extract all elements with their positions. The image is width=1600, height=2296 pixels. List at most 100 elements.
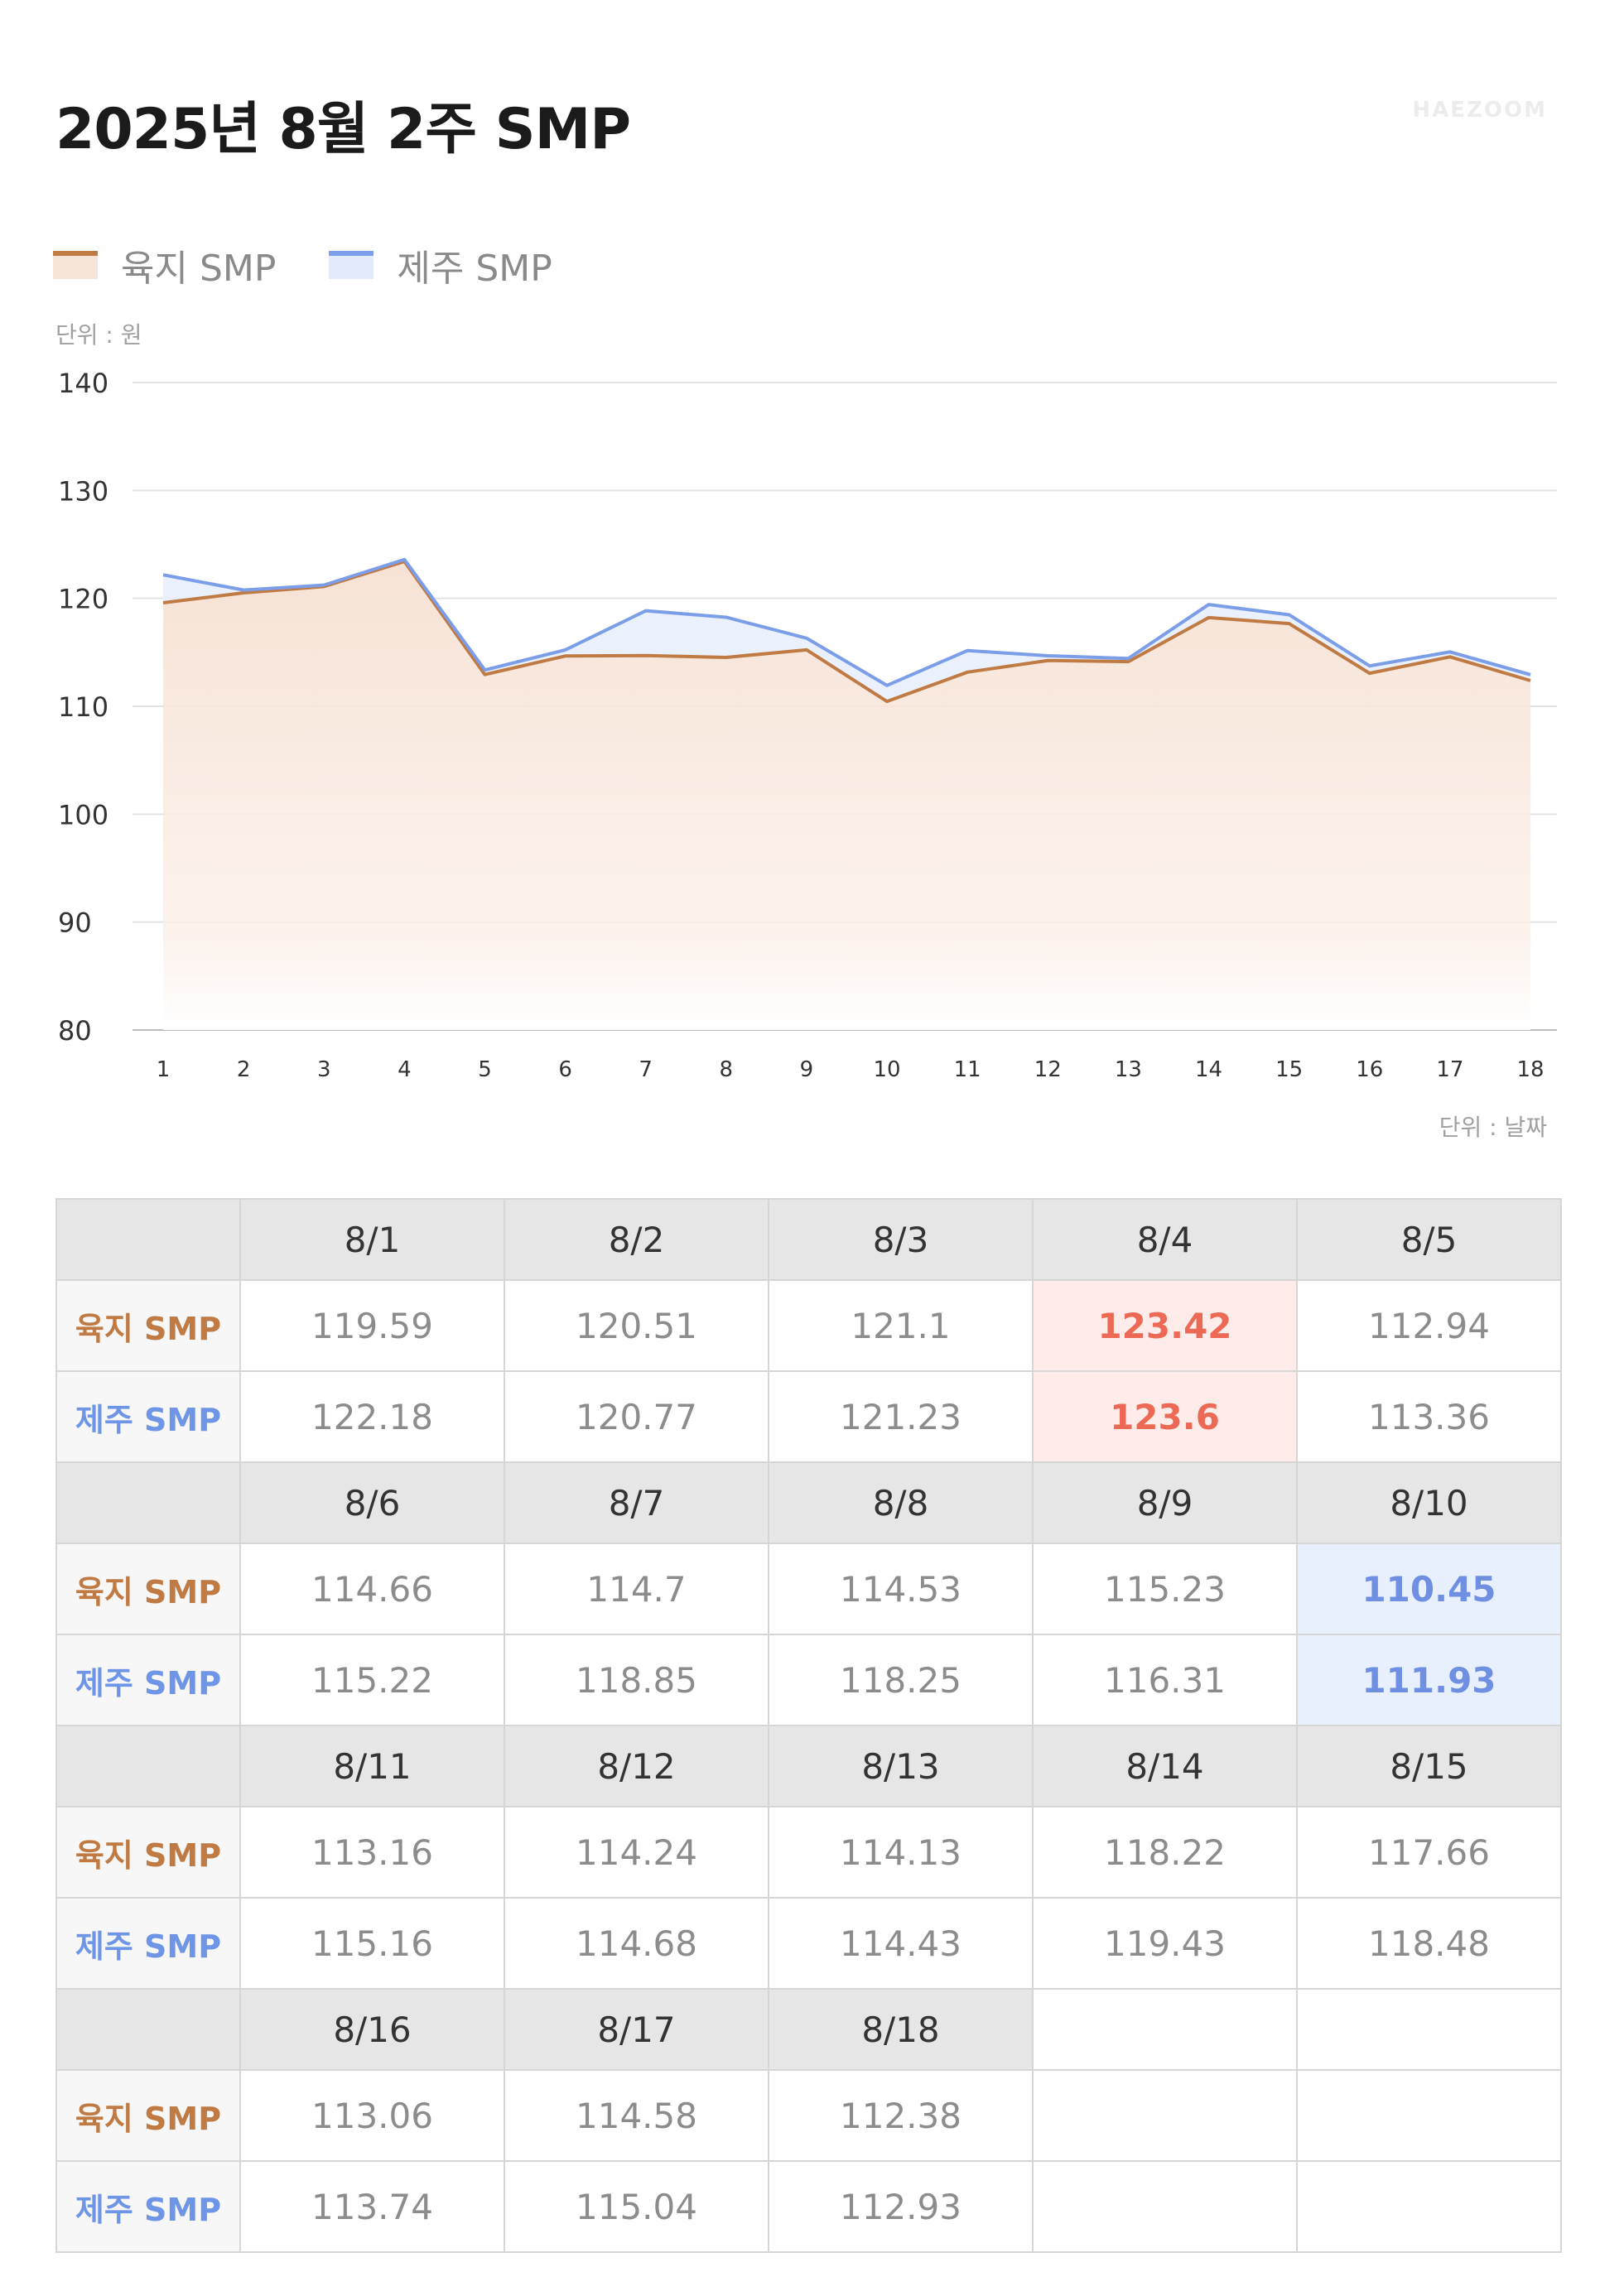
x-tick-label: 2 (237, 1057, 251, 1082)
y-tick-label: 80 (58, 1015, 92, 1047)
row-label-land: 육지 SMP (55, 1543, 241, 1635)
value-cell: 122.18 (239, 1370, 505, 1463)
row-label-land: 육지 SMP (55, 2069, 241, 2162)
x-axis-unit-label: 단위 : 날짜 (1439, 1114, 1547, 1141)
value-cell: 111.93 (1296, 1634, 1562, 1726)
x-tick-label: 11 (954, 1057, 981, 1082)
value-cell: 121.1 (768, 1279, 1034, 1372)
y-tick-label: 110 (58, 691, 108, 723)
x-tick-label: 15 (1275, 1057, 1303, 1082)
header-blank-cell (55, 1725, 241, 1807)
legend-swatch-land (53, 251, 98, 279)
row-label-jeju: 제주 SMP (55, 1897, 241, 1990)
value-cell: 123.42 (1032, 1279, 1298, 1372)
empty-cell (1032, 2069, 1298, 2162)
legend-item-jeju: 제주 SMP (329, 238, 552, 291)
value-cell: 113.74 (239, 2160, 505, 2253)
value-cell: 114.24 (504, 1806, 769, 1899)
value-cell: 114.43 (768, 1897, 1034, 1990)
value-cell: 114.13 (768, 1806, 1034, 1899)
value-cell: 118.48 (1296, 1897, 1562, 1990)
x-tick-label: 14 (1195, 1057, 1222, 1082)
x-tick-label: 3 (317, 1057, 331, 1082)
date-header-cell: 8/4 (1032, 1198, 1298, 1281)
y-tick-label: 100 (58, 799, 108, 830)
date-header-cell: 8/1 (239, 1198, 505, 1281)
value-cell: 115.23 (1032, 1543, 1298, 1635)
date-header-cell: 8/16 (239, 1988, 505, 2071)
x-tick-label: 7 (639, 1057, 653, 1082)
empty-cell (1296, 2160, 1562, 2253)
empty-cell (1296, 1988, 1562, 2071)
x-tick-label: 16 (1356, 1057, 1383, 1082)
date-header-cell: 8/11 (239, 1725, 505, 1807)
value-cell: 114.66 (239, 1543, 505, 1635)
empty-cell (1296, 2069, 1562, 2162)
y-tick-label: 130 (58, 475, 108, 507)
value-cell: 118.25 (768, 1634, 1034, 1726)
table-header-row: 8/16 8/17 8/18 (55, 1988, 1562, 2071)
date-header-cell: 8/14 (1032, 1725, 1298, 1807)
value-cell: 121.23 (768, 1370, 1034, 1463)
x-tick-label: 12 (1034, 1057, 1062, 1082)
value-cell: 113.36 (1296, 1370, 1562, 1463)
table-header-row: 8/6 8/7 8/8 8/9 8/10 (55, 1461, 1562, 1544)
date-header-cell: 8/8 (768, 1461, 1034, 1544)
table-row: 육지 SMP 113.16 114.24 114.13 118.22 117.66 (55, 1806, 1562, 1899)
date-header-cell: 8/12 (504, 1725, 769, 1807)
value-cell: 115.04 (504, 2160, 769, 2253)
y-tick-label: 140 (58, 368, 108, 399)
header-blank-cell (55, 1198, 241, 1281)
y-axis-unit-label: 단위 : 원 (55, 321, 142, 349)
page-title: 2025년 8월 2주 SMP (55, 97, 631, 162)
x-tick-label: 6 (558, 1057, 572, 1082)
table-row: 제주 SMP 115.16 114.68 114.43 119.43 118.48 (55, 1897, 1562, 1990)
x-tick-label: 4 (398, 1057, 412, 1082)
table-row: 제주 SMP 113.74 115.04 112.93 (55, 2160, 1562, 2253)
value-cell: 112.38 (768, 2069, 1034, 2162)
table-row: 육지 SMP 113.06 114.58 112.38 (55, 2069, 1562, 2162)
table-row: 육지 SMP 114.66 114.7 114.53 115.23 110.45 (55, 1543, 1562, 1635)
legend-swatch-jeju (329, 251, 374, 279)
date-header-cell: 8/18 (768, 1988, 1034, 2071)
series-line-jeju (162, 557, 1531, 687)
x-tick-label: 13 (1115, 1057, 1142, 1082)
table-header-row: 8/11 8/12 8/13 8/14 8/15 (55, 1725, 1562, 1807)
table-row: 육지 SMP 119.59 120.51 121.1 123.42 112.94 (55, 1279, 1562, 1372)
x-tick-label: 1 (157, 1057, 171, 1082)
value-cell: 120.51 (504, 1279, 769, 1372)
date-header-cell: 8/3 (768, 1198, 1034, 1281)
row-label-land: 육지 SMP (55, 1279, 241, 1372)
value-cell: 112.94 (1296, 1279, 1562, 1372)
x-tick-label: 17 (1436, 1057, 1463, 1082)
date-header-cell: 8/7 (504, 1461, 769, 1544)
legend-label-land: 육지 SMP (121, 248, 277, 290)
smp-data-table: 8/1 8/2 8/3 8/4 8/5 육지 SMP 119.59 120.51 121.1 12… (55, 1198, 1562, 2253)
empty-cell (1032, 2160, 1298, 2253)
value-cell: 115.22 (239, 1634, 505, 1726)
value-cell: 113.06 (239, 2069, 505, 2162)
y-tick-label: 90 (58, 907, 92, 939)
value-cell: 112.93 (768, 2160, 1034, 2253)
table-header-row: 8/1 8/2 8/3 8/4 8/5 (55, 1198, 1562, 1281)
area-land-smp (163, 561, 1530, 1030)
value-cell: 114.7 (504, 1543, 769, 1635)
value-cell: 114.58 (504, 2069, 769, 2162)
x-tick-label: 8 (720, 1057, 734, 1082)
row-label-jeju: 제주 SMP (55, 2160, 241, 2253)
chart-legend: 육지 SMP 제주 SMP (53, 238, 605, 291)
header-blank-cell (55, 1461, 241, 1544)
date-header-cell: 8/5 (1296, 1198, 1562, 1281)
value-cell: 119.59 (239, 1279, 505, 1372)
y-tick-label: 120 (58, 584, 108, 615)
date-header-cell: 8/10 (1296, 1461, 1562, 1544)
x-tick-label: 10 (874, 1057, 901, 1082)
value-cell: 115.16 (239, 1897, 505, 1990)
value-cell: 110.45 (1296, 1543, 1562, 1635)
row-label-jeju: 제주 SMP (55, 1634, 241, 1726)
header-blank-cell (55, 1988, 241, 2071)
date-header-cell: 8/6 (239, 1461, 505, 1544)
x-tick-label: 5 (478, 1057, 492, 1082)
value-cell: 123.6 (1032, 1370, 1298, 1463)
